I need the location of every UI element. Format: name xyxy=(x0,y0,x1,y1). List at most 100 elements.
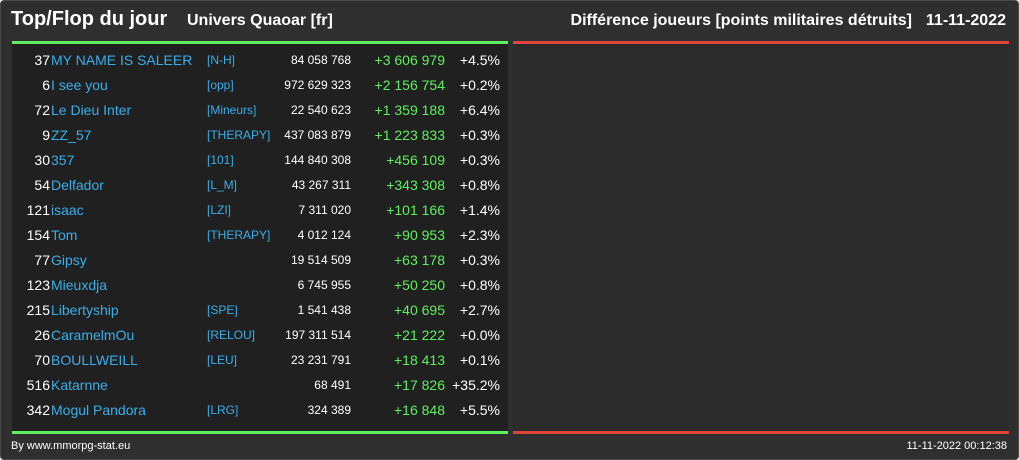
percent-change: +0.1% xyxy=(459,352,500,368)
total-points: 23 231 791 xyxy=(290,353,351,367)
top-panel-bottom-rule xyxy=(12,431,508,434)
player-name-link[interactable]: Mieuxdja xyxy=(51,277,108,293)
percent-change: +0.3% xyxy=(459,127,500,143)
alliance-tag-link[interactable]: [Mineurs] xyxy=(207,103,257,117)
flop-panel-bottom-rule xyxy=(513,431,1009,434)
alliance-tag-link[interactable]: [opp] xyxy=(207,78,234,92)
player-name-link[interactable]: Tom xyxy=(51,227,78,243)
rank: 215 xyxy=(26,302,50,318)
table-row: 123 Mieuxdja 6 745 955 +50 250 +0.8% xyxy=(12,273,508,298)
percent-change: +0.0% xyxy=(459,327,500,343)
percent-change: +0.8% xyxy=(459,177,500,193)
alliance-tag-link[interactable]: [THERAPY] xyxy=(207,228,271,242)
points-difference: +18 413 xyxy=(394,352,445,368)
total-points: 43 267 311 xyxy=(291,178,351,192)
rank: 70 xyxy=(34,352,50,368)
player-name-link[interactable]: 357 xyxy=(51,152,75,168)
table-row: 30 357 [101] 144 840 308 +456 109 +0.3% xyxy=(12,148,508,173)
points-difference: +101 166 xyxy=(386,202,445,218)
total-points: 1 541 438 xyxy=(297,303,351,317)
rank: 54 xyxy=(34,177,50,193)
rank: 37 xyxy=(34,52,50,68)
player-name-link[interactable]: BOULLWEILL xyxy=(51,352,138,368)
alliance-tag-link[interactable]: [L_M] xyxy=(207,178,238,192)
alliance-tag-link[interactable]: [SPE] xyxy=(207,303,238,317)
rank: 30 xyxy=(34,152,50,168)
player-name-link[interactable]: MY NAME IS SALEER xyxy=(51,52,193,68)
footer-credit: By www.mmorpg-stat.eu xyxy=(11,440,131,452)
points-difference: +343 308 xyxy=(386,177,445,193)
rank: 77 xyxy=(34,252,50,268)
total-points: 7 311 020 xyxy=(298,203,352,217)
points-difference: +40 695 xyxy=(394,302,445,318)
percent-change: +2.7% xyxy=(459,302,500,318)
player-name-link[interactable]: Mogul Pandora xyxy=(51,402,146,418)
total-points: 19 514 509 xyxy=(290,253,351,267)
table-row: 72 Le Dieu Inter [Mineurs] 22 540 623 +1 359… xyxy=(12,98,508,123)
rank: 123 xyxy=(26,277,50,293)
points-difference: +3 606 979 xyxy=(374,52,445,68)
player-name-link[interactable]: ZZ_57 xyxy=(51,127,92,143)
player-name-link[interactable]: Katarnne xyxy=(51,377,108,393)
alliance-tag-link[interactable]: [THERAPY] xyxy=(207,128,271,142)
points-difference: +16 848 xyxy=(394,402,445,418)
table-row: 54 Delfador [L_M] 43 267 311 +343 308 +0.8% xyxy=(12,173,508,198)
page-title: Top/Flop du jour xyxy=(11,8,168,30)
table-row: 154 Tom [THERAPY] 4 012 124 +90 953 +2.3% xyxy=(12,223,508,248)
table-row: 516 Katarnne 68 491 +17 826 +35.2% xyxy=(12,373,508,398)
alliance-tag-link[interactable]: [RELOU] xyxy=(207,328,256,342)
table-row: 9 ZZ_57 [THERAPY] 437 083 879 +1 223 833 +0.3… xyxy=(12,123,508,148)
rank: 516 xyxy=(26,377,50,393)
player-name-link[interactable]: Libertyship xyxy=(51,302,119,318)
table-row: 121 isaac [LZI] 7 311 020 +101 166 +1.4% xyxy=(12,198,508,223)
total-points: 144 840 308 xyxy=(284,153,351,167)
table-row: 342 Mogul Pandora [LRG] 324 389 +16 848 +5.5% xyxy=(12,398,508,423)
total-points: 972 629 323 xyxy=(284,78,351,92)
player-name-link[interactable]: CaramelmOu xyxy=(51,327,135,343)
total-points: 84 058 768 xyxy=(290,53,351,67)
percent-change: +6.4% xyxy=(459,102,500,118)
player-name-link[interactable]: isaac xyxy=(51,202,84,218)
total-points: 6 745 955 xyxy=(297,278,351,292)
percent-change: +4.5% xyxy=(459,52,500,68)
player-name-link[interactable]: Gipsy xyxy=(51,252,87,268)
percent-change: +0.8% xyxy=(459,277,500,293)
percent-change: +0.3% xyxy=(459,252,500,268)
points-difference: +21 222 xyxy=(394,327,445,343)
percent-change: +5.5% xyxy=(459,402,500,418)
points-difference: +1 359 188 xyxy=(374,102,445,118)
table-row: 215 Libertyship [SPE] 1 541 438 +40 695 +2.7% xyxy=(12,298,508,323)
player-name-link[interactable]: Le Dieu Inter xyxy=(51,102,132,118)
points-difference: +63 178 xyxy=(394,252,445,268)
table-row: 70 BOULLWEILL [LEU] 23 231 791 +18 413 +0.1% xyxy=(12,348,508,373)
total-points: 437 083 879 xyxy=(284,128,351,142)
percent-change: +2.3% xyxy=(459,227,500,243)
alliance-tag-link[interactable]: [LZI] xyxy=(207,203,232,217)
table-row: 37 MY NAME IS SALEER [N-H] 84 058 768 +3 606… xyxy=(12,48,508,73)
total-points: 22 540 623 xyxy=(290,103,351,117)
player-name-link[interactable]: I see you xyxy=(51,77,108,93)
percent-change: +0.2% xyxy=(459,77,500,93)
rank: 26 xyxy=(34,327,50,343)
percent-change: +35.2% xyxy=(452,377,500,393)
total-points: 4 012 124 xyxy=(297,228,351,242)
total-points: 68 491 xyxy=(314,378,351,392)
total-points: 324 389 xyxy=(307,403,351,417)
flop-panel-top-rule xyxy=(513,41,1009,44)
player-name-link[interactable]: Delfador xyxy=(51,177,104,193)
rank: 154 xyxy=(26,227,50,243)
alliance-tag-link[interactable]: [N-H] xyxy=(207,53,235,67)
alliance-tag-link[interactable]: [101] xyxy=(207,153,234,167)
alliance-tag-link[interactable]: [LRG] xyxy=(207,403,239,417)
header-right: Différence joueurs [points militaires dé… xyxy=(571,12,1006,30)
table-row: 77 Gipsy 19 514 509 +63 178 +0.3% xyxy=(12,248,508,273)
points-difference: +456 109 xyxy=(386,152,445,168)
alliance-tag-link[interactable]: [LEU] xyxy=(207,353,238,367)
rank: 72 xyxy=(34,102,50,118)
percent-change: +0.3% xyxy=(459,152,500,168)
footer-timestamp: 11-11-2022 00:12:38 xyxy=(906,440,1007,452)
points-difference: +17 826 xyxy=(394,377,445,393)
rank: 121 xyxy=(26,202,50,218)
